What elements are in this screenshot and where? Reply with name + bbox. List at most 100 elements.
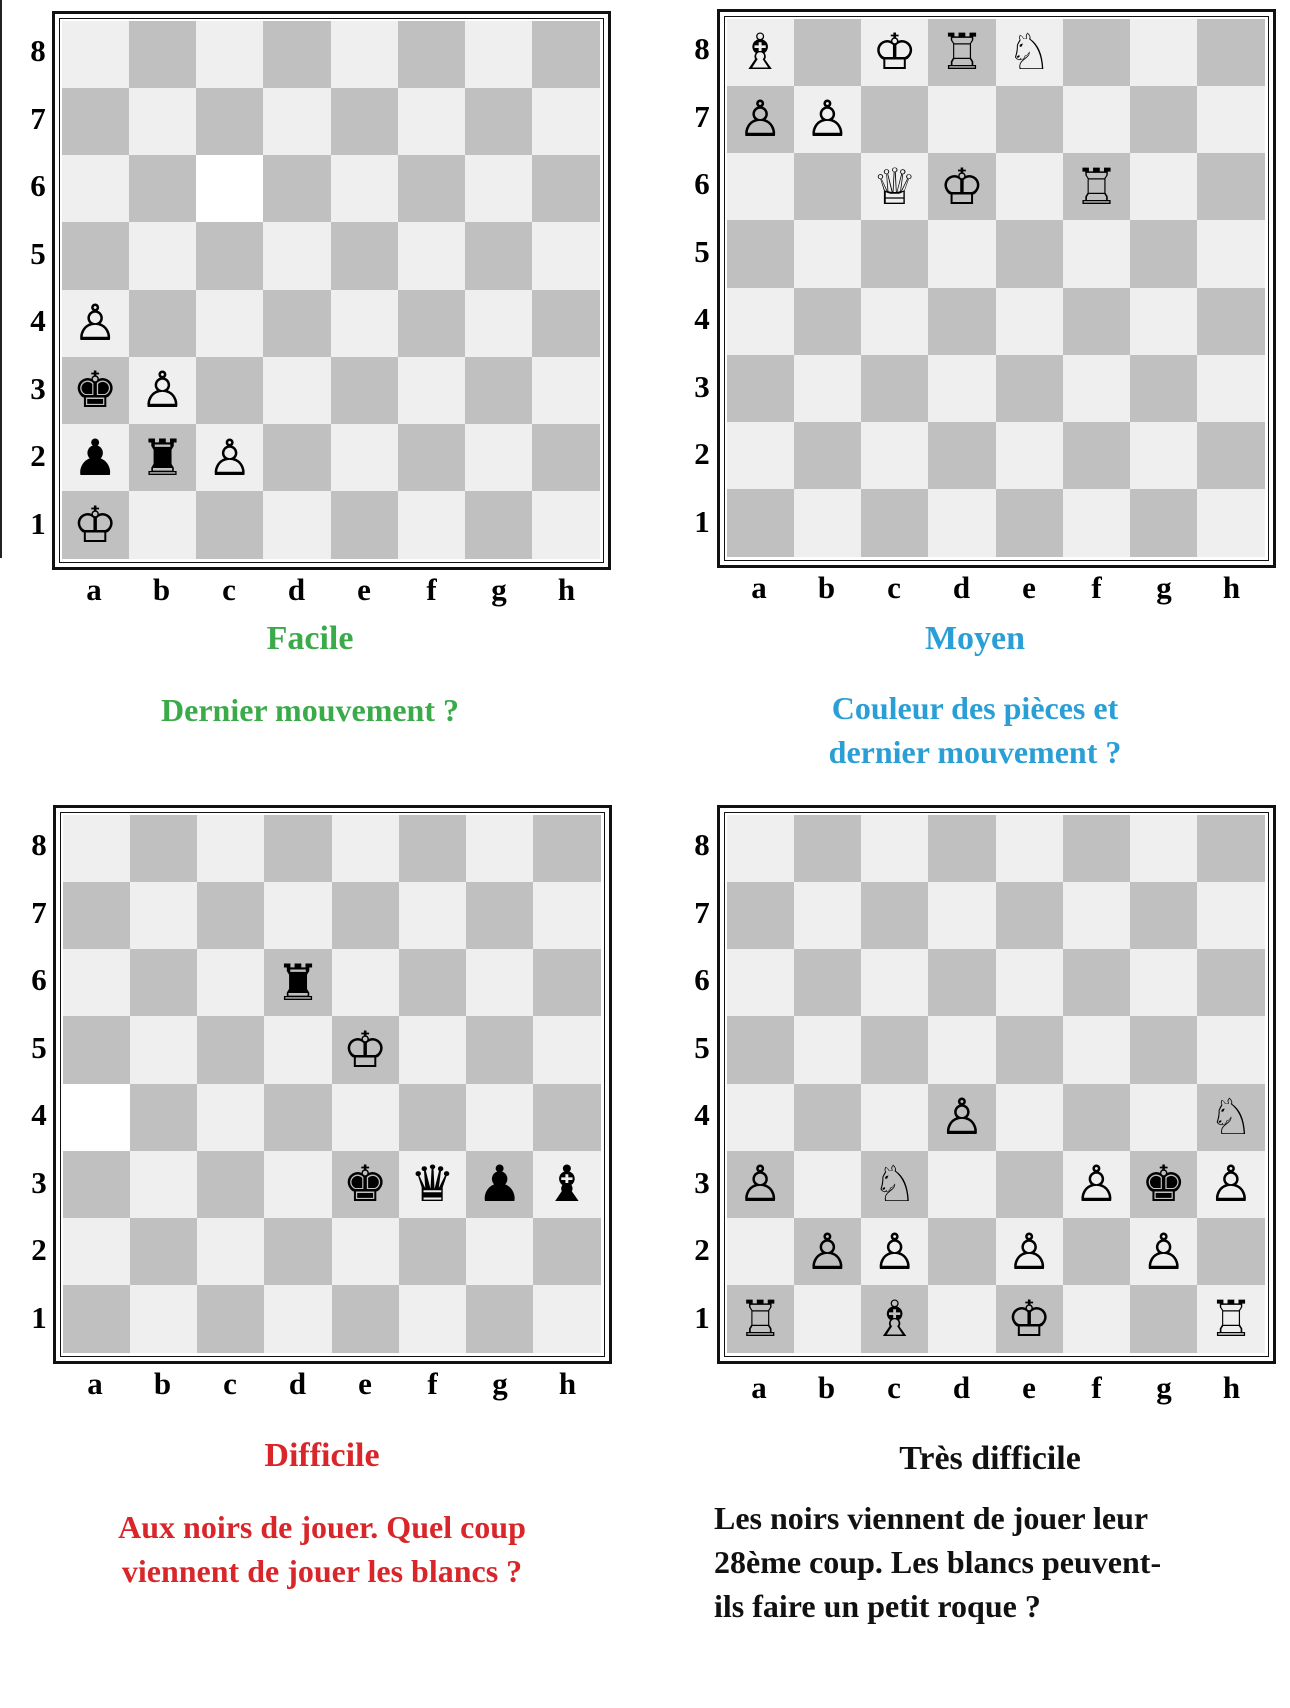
square-h7[interactable] <box>1197 881 1265 949</box>
square-c4[interactable] <box>197 1083 265 1151</box>
square-e6[interactable] <box>330 155 398 223</box>
square-g7[interactable] <box>465 87 533 155</box>
square-h3[interactable]: ♝ <box>533 1150 601 1218</box>
square-c4[interactable] <box>861 287 929 355</box>
square-a8[interactable] <box>726 814 794 882</box>
square-g5[interactable] <box>465 222 533 290</box>
square-e8[interactable] <box>995 814 1063 882</box>
white-king-icon[interactable]: ♔ <box>72 495 118 554</box>
square-b8[interactable] <box>793 18 861 86</box>
square-e5[interactable] <box>995 220 1063 288</box>
square-a3[interactable]: ♚ <box>61 356 129 424</box>
square-c5[interactable] <box>196 222 264 290</box>
square-f8[interactable] <box>1062 814 1130 882</box>
square-g1[interactable] <box>465 491 533 559</box>
square-c7[interactable] <box>861 881 929 949</box>
square-h4[interactable]: ♘ <box>1197 1083 1265 1151</box>
square-a8[interactable]: ♗ <box>726 18 794 86</box>
square-a7[interactable] <box>61 87 129 155</box>
white-bishop-icon[interactable]: ♗ <box>737 23 783 82</box>
square-b7[interactable]: ♙ <box>793 85 861 153</box>
square-d1[interactable] <box>928 1285 996 1353</box>
square-e1[interactable] <box>331 1285 399 1353</box>
square-c2[interactable]: ♙ <box>861 1218 929 1286</box>
square-d8[interactable] <box>263 20 331 88</box>
square-g1[interactable] <box>1130 489 1198 557</box>
square-d3[interactable] <box>928 354 996 422</box>
square-e4[interactable] <box>330 289 398 357</box>
square-d8[interactable] <box>264 814 332 882</box>
square-a5[interactable] <box>726 1016 794 1084</box>
square-b5[interactable] <box>793 1016 861 1084</box>
square-c1[interactable] <box>196 491 264 559</box>
square-h8[interactable] <box>1197 814 1265 882</box>
square-f6[interactable] <box>1062 949 1130 1017</box>
white-king-icon[interactable]: ♔ <box>939 157 985 216</box>
white-knight-icon[interactable]: ♘ <box>872 1155 918 1214</box>
white-rook-icon[interactable]: ♖ <box>737 1289 783 1348</box>
square-g3[interactable]: ♟ <box>466 1150 534 1218</box>
square-h3[interactable] <box>532 356 600 424</box>
square-a3[interactable] <box>62 1150 130 1218</box>
square-e8[interactable] <box>330 20 398 88</box>
square-c8[interactable] <box>197 814 265 882</box>
square-d7[interactable] <box>264 881 332 949</box>
square-f4[interactable] <box>1062 287 1130 355</box>
square-a7[interactable] <box>62 881 130 949</box>
square-b7[interactable] <box>793 881 861 949</box>
white-pawn-icon[interactable]: ♙ <box>737 1155 783 1214</box>
square-d1[interactable] <box>263 491 331 559</box>
white-rook-icon[interactable]: ♖ <box>1073 157 1119 216</box>
square-c2[interactable] <box>197 1218 265 1286</box>
square-g2[interactable] <box>1130 422 1198 490</box>
square-a6[interactable] <box>726 153 794 221</box>
square-e2[interactable] <box>330 424 398 492</box>
square-g4[interactable] <box>1130 287 1198 355</box>
black-pawn-icon[interactable]: ♟ <box>477 1155 523 1214</box>
square-c1[interactable]: ♗ <box>861 1285 929 1353</box>
square-h1[interactable] <box>533 1285 601 1353</box>
square-h8[interactable] <box>1197 18 1265 86</box>
square-b6[interactable] <box>793 949 861 1017</box>
square-g4[interactable] <box>1130 1083 1198 1151</box>
square-d7[interactable] <box>928 85 996 153</box>
square-d3[interactable] <box>263 356 331 424</box>
white-pawn-icon[interactable]: ♙ <box>1073 1155 1119 1214</box>
square-b8[interactable] <box>129 814 197 882</box>
square-g2[interactable] <box>465 424 533 492</box>
square-e7[interactable] <box>330 87 398 155</box>
square-c8[interactable] <box>861 814 929 882</box>
square-d5[interactable] <box>928 1016 996 1084</box>
white-pawn-icon[interactable]: ♙ <box>72 294 118 353</box>
square-f3[interactable]: ♙ <box>1062 1150 1130 1218</box>
white-pawn-icon[interactable]: ♙ <box>804 1222 850 1281</box>
square-a6[interactable] <box>62 949 130 1017</box>
square-h2[interactable] <box>1197 1218 1265 1286</box>
square-a2[interactable]: ♟ <box>61 424 129 492</box>
square-f7[interactable] <box>1062 85 1130 153</box>
square-d7[interactable] <box>263 87 331 155</box>
square-a7[interactable]: ♙ <box>726 85 794 153</box>
square-c8[interactable] <box>196 20 264 88</box>
square-d7[interactable] <box>928 881 996 949</box>
square-a6[interactable] <box>61 155 129 223</box>
square-a1[interactable] <box>726 489 794 557</box>
square-d8[interactable]: ♖ <box>928 18 996 86</box>
square-h6[interactable] <box>1197 153 1265 221</box>
white-pawn-icon[interactable]: ♙ <box>872 1222 918 1281</box>
square-b8[interactable] <box>128 20 196 88</box>
square-c1[interactable] <box>861 489 929 557</box>
black-king-icon[interactable]: ♚ <box>342 1155 388 1214</box>
square-h5[interactable] <box>532 222 600 290</box>
square-g2[interactable]: ♙ <box>1130 1218 1198 1286</box>
black-bishop-icon[interactable]: ♝ <box>544 1155 590 1214</box>
square-g6[interactable] <box>466 949 534 1017</box>
square-a4[interactable] <box>726 287 794 355</box>
square-c7[interactable] <box>861 85 929 153</box>
square-d6[interactable] <box>928 949 996 1017</box>
square-d6[interactable]: ♔ <box>928 153 996 221</box>
black-rook-icon[interactable]: ♜ <box>275 953 321 1012</box>
square-g8[interactable] <box>1130 814 1198 882</box>
square-f3[interactable] <box>1062 354 1130 422</box>
square-d5[interactable] <box>928 220 996 288</box>
